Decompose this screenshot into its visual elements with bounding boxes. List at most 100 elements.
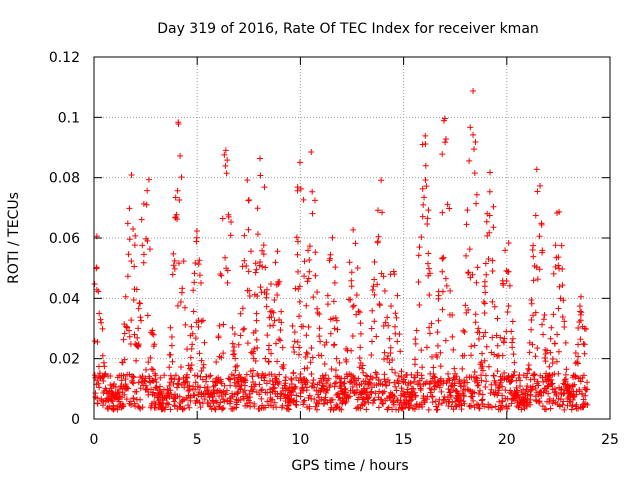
data-point [561,323,568,330]
data-point [314,305,321,312]
data-point [359,365,366,372]
data-point [175,260,182,267]
data-point [353,311,360,318]
data-point [301,376,308,383]
data-point [379,209,386,216]
data-point [467,402,474,409]
data-point [560,398,567,405]
data-point [143,201,150,208]
data-point [376,388,383,395]
data-point [179,285,186,292]
data-point [369,307,376,314]
data-point [309,380,316,387]
data-point [222,254,229,261]
data-point [449,333,456,340]
data-point [135,305,142,312]
data-point [121,356,128,363]
data-point [311,384,318,391]
x-tick-label: 25 [601,432,619,448]
ticks: 0 5 10 15 20 25 0 0.02 0.04 0.06 0.08 0.1 0.12 [49,50,619,448]
data-point [482,260,489,267]
data-point [314,309,321,316]
data-point [311,197,318,204]
data-point [322,372,329,379]
data-point [509,318,516,325]
data-point [243,263,250,270]
data-point [494,342,501,349]
data-point [353,292,360,299]
data-point [532,212,539,219]
data-point [144,237,151,244]
data-point [200,364,207,371]
data-point [220,350,227,357]
data-point [478,359,485,366]
data-point [386,335,393,342]
data-point [320,400,327,407]
data-point [451,365,458,372]
data-point [430,364,437,371]
data-point [381,288,388,295]
data-point [376,302,383,309]
data-point [549,360,556,367]
data-point [134,334,141,341]
data-point [560,390,567,397]
data-point [94,339,101,346]
data-point [432,398,439,405]
data-point [391,379,398,386]
data-point [473,279,480,286]
data-point [551,385,558,392]
data-point [258,395,265,402]
data-point [473,200,480,207]
data-point [517,377,524,384]
data-point [471,146,478,153]
data-point [392,310,399,317]
data-point [489,257,496,264]
data-point [435,317,442,324]
data-point [546,363,553,370]
data-point [453,373,460,380]
data-point [232,355,239,362]
data-point [439,306,446,313]
data-point [130,380,137,387]
data-point [171,403,178,410]
data-point [470,87,477,94]
data-point [500,280,507,287]
data-point [99,325,106,332]
data-point [331,380,338,387]
data-point [366,393,373,400]
data-point [333,317,340,324]
data-point [453,402,460,409]
data-point [306,268,313,275]
data-point [166,382,173,389]
data-point [305,324,312,331]
data-point [434,353,441,360]
data-point [464,379,471,386]
data-point [394,292,401,299]
data-point [195,261,202,268]
data-point [332,264,339,271]
data-point [254,344,261,351]
data-point [473,374,480,381]
data-point [151,341,158,348]
data-point [487,169,494,176]
data-point [314,391,321,398]
data-point [213,359,220,366]
data-point [179,397,186,404]
data-point [129,379,136,386]
data-point [333,355,340,362]
data-point [252,260,259,267]
data-point [528,316,535,323]
data-point [180,258,187,265]
data-point [268,350,275,357]
data-point [348,283,355,290]
data-point [122,376,129,383]
data-point [530,253,537,260]
data-point [198,357,205,364]
data-point [290,369,297,376]
data-point [285,395,292,402]
x-tick-label: 15 [395,432,413,448]
data-point [280,365,287,372]
data-point [143,366,150,373]
data-point [168,333,175,340]
data-point [534,276,541,283]
